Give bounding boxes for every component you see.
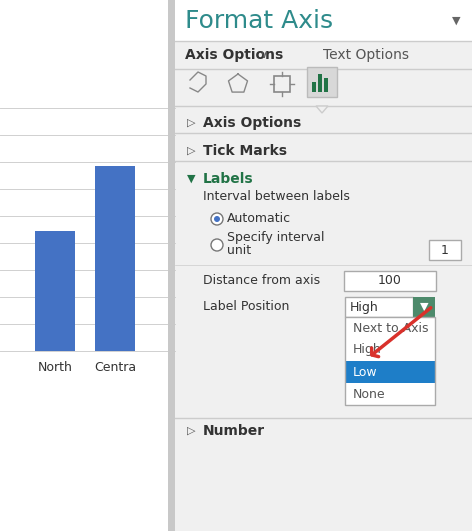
Text: ▷: ▷ (187, 426, 195, 436)
FancyBboxPatch shape (307, 67, 337, 97)
Text: Distance from axis: Distance from axis (203, 275, 320, 287)
Text: Tick Marks: Tick Marks (203, 144, 287, 158)
Text: Automatic: Automatic (227, 212, 291, 226)
Text: North: North (38, 361, 72, 374)
Text: High: High (350, 301, 379, 313)
Text: Interval between labels: Interval between labels (203, 191, 350, 203)
FancyBboxPatch shape (175, 0, 472, 531)
FancyBboxPatch shape (168, 0, 175, 531)
FancyBboxPatch shape (345, 361, 435, 383)
FancyBboxPatch shape (413, 297, 435, 317)
Text: ▷: ▷ (187, 118, 195, 128)
Text: ▼: ▼ (187, 174, 195, 184)
FancyBboxPatch shape (95, 166, 135, 351)
FancyBboxPatch shape (0, 0, 175, 531)
FancyBboxPatch shape (345, 339, 435, 361)
Text: Labels: Labels (203, 172, 253, 186)
Circle shape (211, 213, 223, 225)
Text: Number: Number (203, 424, 265, 438)
FancyBboxPatch shape (345, 317, 435, 339)
FancyBboxPatch shape (345, 383, 435, 405)
Text: ▷: ▷ (187, 146, 195, 156)
FancyBboxPatch shape (345, 297, 413, 317)
Text: Axis Options: Axis Options (203, 116, 301, 130)
Text: Centra: Centra (94, 361, 136, 374)
Text: 1: 1 (441, 244, 449, 256)
Text: ∨: ∨ (260, 50, 268, 60)
Text: ▼: ▼ (452, 16, 460, 26)
FancyBboxPatch shape (35, 231, 75, 351)
Polygon shape (316, 106, 328, 113)
Text: Next to Axis: Next to Axis (353, 321, 429, 335)
Text: High: High (353, 344, 382, 356)
Text: Label Position: Label Position (203, 301, 289, 313)
FancyBboxPatch shape (312, 82, 316, 92)
Circle shape (214, 216, 220, 222)
Text: Axis Options: Axis Options (185, 48, 283, 62)
Text: ▼: ▼ (420, 302, 428, 312)
FancyBboxPatch shape (318, 74, 322, 92)
FancyBboxPatch shape (175, 0, 472, 41)
FancyBboxPatch shape (324, 78, 328, 92)
Text: 100: 100 (378, 275, 402, 287)
Text: unit: unit (227, 244, 251, 256)
Text: Low: Low (353, 365, 378, 379)
Text: Specify interval: Specify interval (227, 230, 325, 244)
FancyBboxPatch shape (429, 240, 461, 260)
FancyBboxPatch shape (344, 271, 436, 291)
Text: Format Axis: Format Axis (185, 9, 333, 33)
Text: None: None (353, 388, 386, 400)
Circle shape (211, 239, 223, 251)
Text: Text Options: Text Options (323, 48, 409, 62)
